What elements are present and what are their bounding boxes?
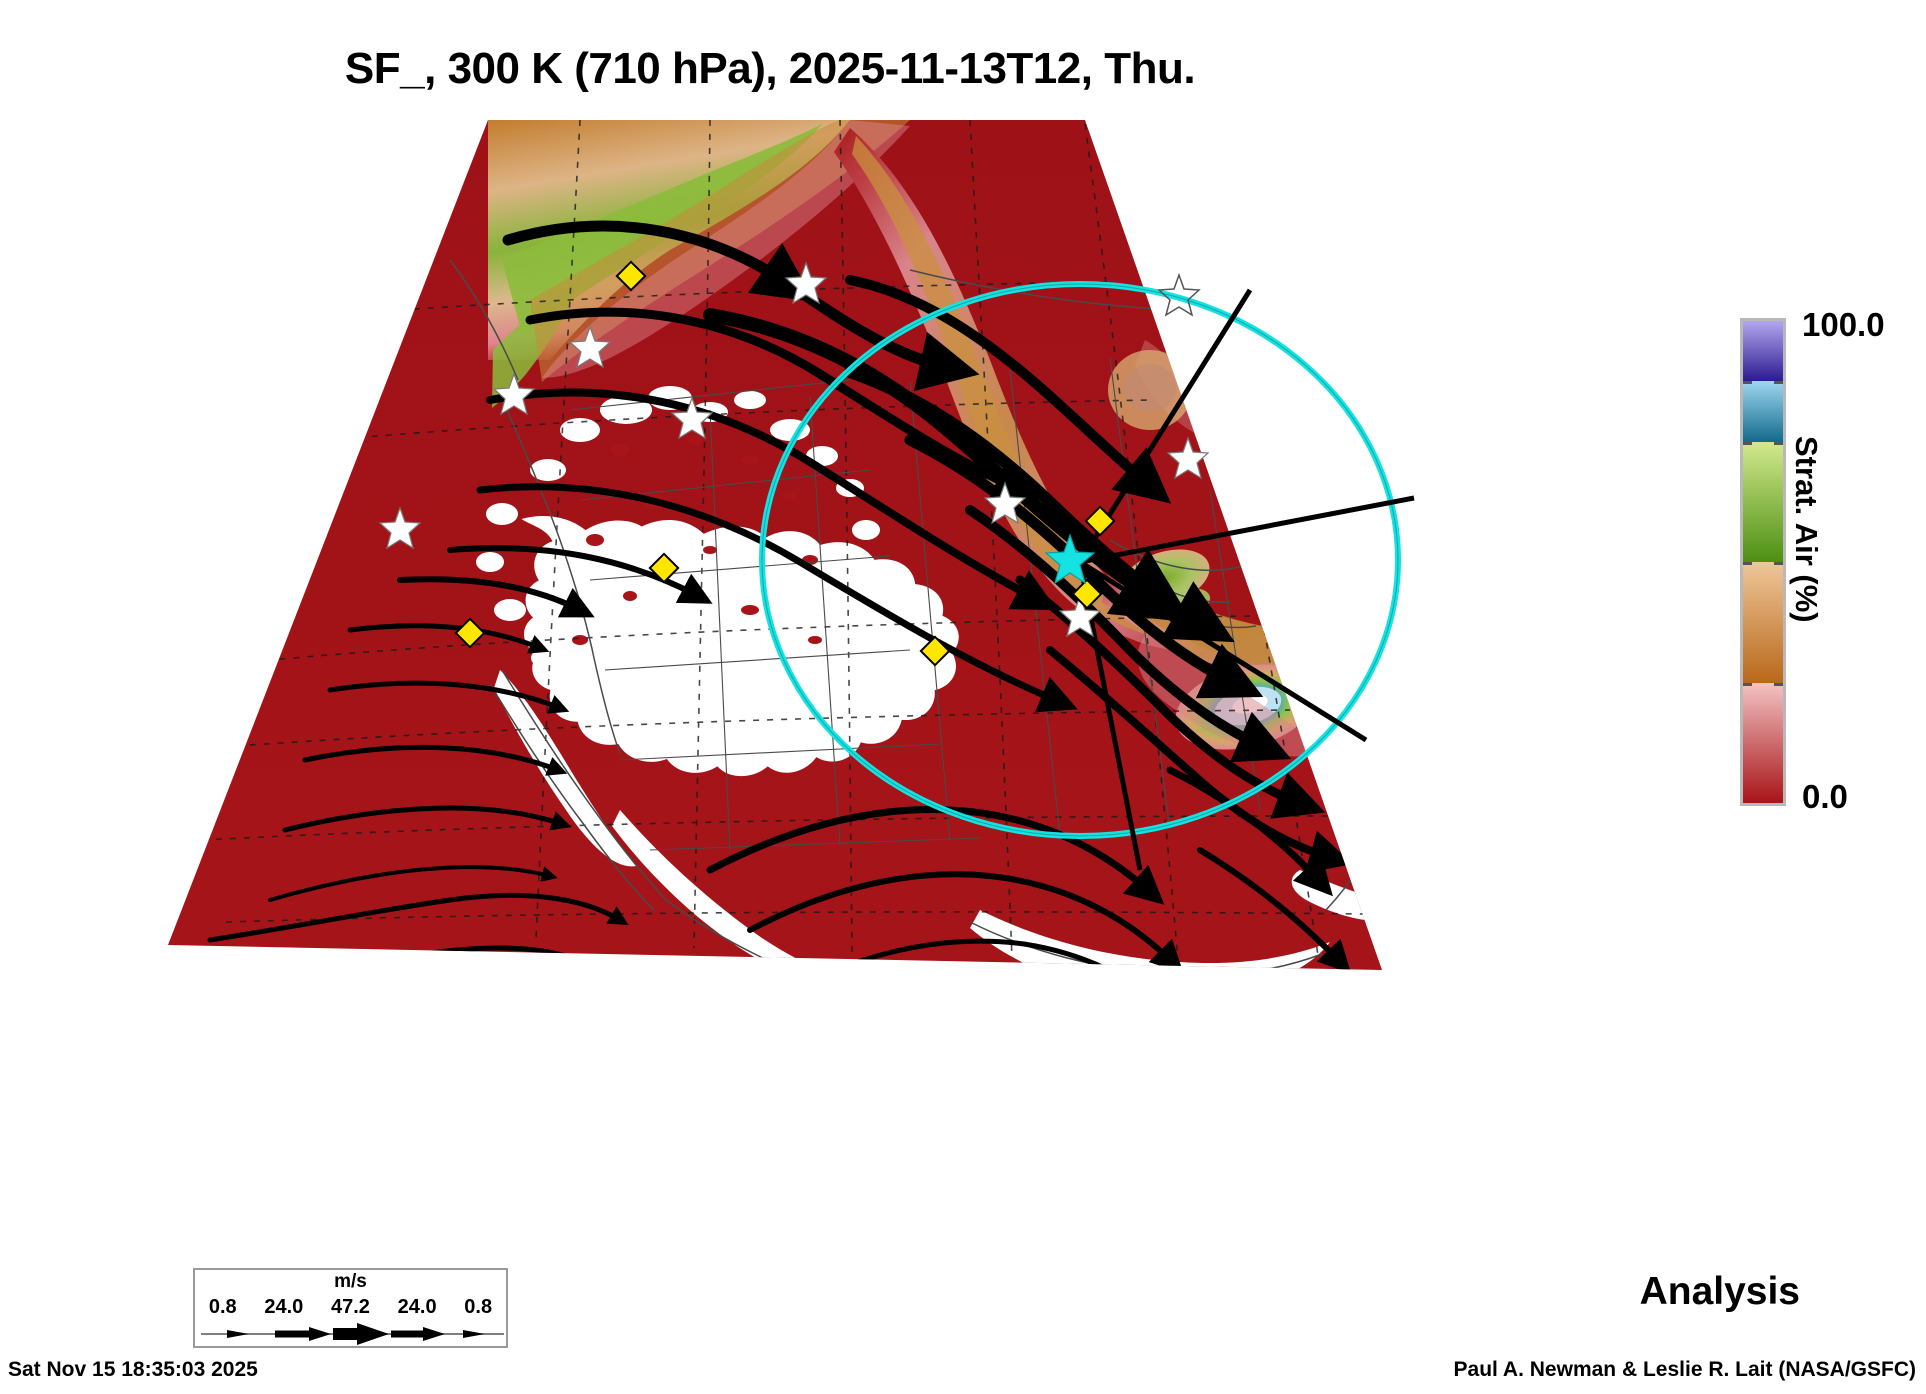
flight-track-3 <box>1078 559 1368 743</box>
wind-speed-legend: m/s 0.8 24.0 47.2 24.0 0.8 <box>193 1268 508 1348</box>
colorbar-tick <box>1774 562 1783 565</box>
wind-legend-value: 24.0 <box>397 1296 437 1318</box>
map-canvas[interactable] <box>150 110 1430 1040</box>
station-marker <box>670 396 714 440</box>
station-marker <box>492 372 536 416</box>
colorbar-min-label: 0.0 <box>1802 778 1848 815</box>
wind-legend-unit: m/s <box>334 1271 367 1292</box>
colorbar-tick <box>1774 441 1783 445</box>
wind-legend-value: 47.2 <box>331 1296 370 1318</box>
page-title: SF_, 300 K (710 hPa), 2025-11-13T12, Thu… <box>344 44 1196 93</box>
site-marker <box>454 617 486 649</box>
colorbar-band-red-pink <box>1743 682 1783 803</box>
site-marker <box>615 260 647 292</box>
colorbar-tick <box>1774 381 1783 385</box>
weather-map[interactable] <box>150 110 1430 1040</box>
center-marker[interactable] <box>1044 533 1096 585</box>
site-markers <box>454 260 1116 667</box>
flight-track-2 <box>1079 495 1415 565</box>
station-marker <box>784 261 828 305</box>
analysis-label: Analysis <box>1639 1270 1800 1313</box>
station-marker <box>1058 594 1102 638</box>
colorbar-group: 100.0 0.0 Strat. Air (%) <box>1740 306 1926 815</box>
wind-legend-values: 0.8 24.0 47.2 24.0 0.8 <box>195 1296 506 1319</box>
wind-legend-arrows <box>201 1323 504 1345</box>
map-field-layer <box>168 120 1382 970</box>
range-circle-outline <box>761 283 1399 837</box>
site-marker <box>1084 505 1116 537</box>
colorbar-tick <box>1743 682 1752 686</box>
site-marker <box>919 635 951 667</box>
colorbar-band-green <box>1743 441 1783 562</box>
station-marker <box>1166 436 1210 480</box>
colorbar-tick <box>1743 441 1752 445</box>
generation-timestamp: Sat Nov 15 18:35:03 2025 <box>8 1358 258 1381</box>
colorbar-tick <box>1743 562 1752 565</box>
colorbar-axis-label: Strat. Air (%) <box>1789 436 1824 623</box>
colorbar[interactable] <box>1740 318 1786 806</box>
colorbar-band-tan-brown <box>1743 562 1783 683</box>
wind-legend-value: 0.8 <box>208 1296 237 1318</box>
author-credit: Paul A. Newman & Leslie R. Lait (NASA/GS… <box>1453 1358 1916 1381</box>
station-markers <box>378 261 1210 638</box>
station-marker <box>568 325 612 369</box>
colorbar-band-purple <box>1743 321 1783 382</box>
site-marker <box>648 552 680 584</box>
colorbar-tick <box>1774 682 1783 686</box>
station-marker <box>983 481 1027 525</box>
colorbar-max-label: 100.0 <box>1802 306 1885 343</box>
map-markers[interactable] <box>378 260 1210 667</box>
wind-legend-value: 0.8 <box>464 1296 493 1318</box>
station-marker-outline[interactable] <box>1157 272 1201 317</box>
colorbar-band-blue <box>1743 381 1783 442</box>
field-band-north-arc-core <box>852 136 1220 641</box>
site-marker <box>1071 578 1103 610</box>
field-band-north-arc <box>834 128 1245 652</box>
wind-legend-value: 24.0 <box>264 1296 304 1318</box>
colorbar-tick <box>1743 381 1752 385</box>
station-marker <box>378 506 422 550</box>
field-tan-ne-blob-core <box>1124 364 1176 412</box>
